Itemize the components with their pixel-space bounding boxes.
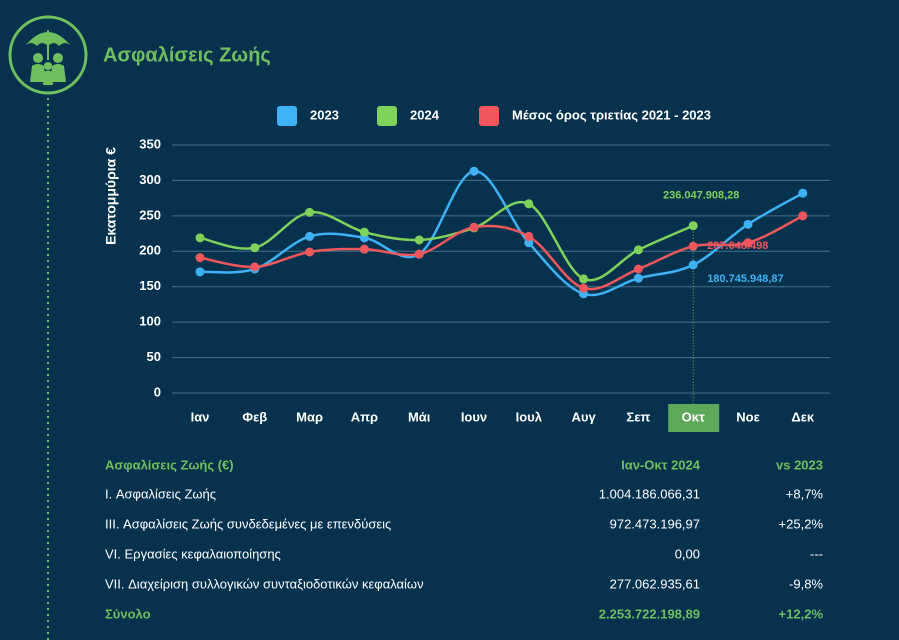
data-point bbox=[195, 233, 205, 243]
y-tick-label: 0 bbox=[154, 384, 161, 399]
data-point bbox=[305, 231, 315, 241]
data-point bbox=[633, 245, 643, 255]
data-point bbox=[798, 188, 808, 198]
data-point bbox=[414, 235, 424, 245]
x-tick-label: Ιουν bbox=[461, 409, 487, 424]
table-cell: 972.473.196,97 bbox=[610, 516, 700, 531]
y-tick-label: 250 bbox=[139, 207, 161, 222]
table-cell: III. Ασφαλίσεις Ζωής συνδεδεμένες με επε… bbox=[105, 516, 391, 531]
legend-swatch bbox=[277, 106, 297, 126]
plot: 0 50 100 150 200 250 300 350 Ιαν Φεβ Μαρ Απρ Μάι Ιουν… bbox=[139, 106, 830, 432]
data-point bbox=[743, 219, 753, 229]
table-cell: 277.062.935,61 bbox=[610, 576, 700, 591]
x-tick-label: Αυγ bbox=[572, 409, 597, 424]
legend-label: Μέσος όρος τριετίας 2021 - 2023 bbox=[512, 107, 711, 122]
table-cell: -9,8% bbox=[789, 576, 823, 591]
y-tick-label: 50 bbox=[147, 349, 161, 364]
x-tick-label: Μαρ bbox=[296, 409, 323, 424]
data-point bbox=[688, 260, 698, 270]
table-cell: VII. Διαχείριση συλλογικών συνταξιοδοτικ… bbox=[105, 576, 424, 591]
data-point bbox=[743, 238, 753, 248]
data-point bbox=[579, 283, 589, 293]
data-point bbox=[250, 262, 260, 272]
table-cell: Σύνολο bbox=[105, 606, 151, 621]
x-tick-label: Μάι bbox=[408, 409, 431, 424]
x-tick-label: Ιουλ bbox=[516, 409, 543, 424]
table-cell: I. Ασφαλίσεις Ζωής bbox=[105, 486, 216, 501]
table: Ασφαλίσεις Ζωής (€) Ιαν-Οκτ 2024 vs 2023 I.… bbox=[105, 457, 823, 621]
legend-label: 2024 bbox=[410, 107, 440, 122]
data-point bbox=[798, 211, 808, 221]
data-point bbox=[579, 274, 589, 284]
y-tick-label: 350 bbox=[139, 136, 161, 151]
data-point bbox=[524, 199, 534, 209]
table-cell: +8,7% bbox=[786, 486, 824, 501]
y-tick-label: 200 bbox=[139, 243, 161, 258]
data-point bbox=[195, 267, 205, 277]
legend-swatch bbox=[377, 106, 397, 126]
data-point bbox=[469, 166, 479, 176]
legend-label: 2023 bbox=[310, 107, 339, 122]
data-point bbox=[633, 273, 643, 283]
y-tick-label: 150 bbox=[139, 278, 161, 293]
data-point bbox=[469, 222, 479, 232]
value-label: 236.047.908,28 bbox=[663, 190, 739, 202]
y-tick-label: 100 bbox=[139, 314, 161, 329]
value-label: 180.745.948,87 bbox=[707, 273, 783, 285]
data-point bbox=[633, 264, 643, 274]
data-point bbox=[688, 241, 698, 251]
table-cell: +12,2% bbox=[779, 606, 824, 621]
data-point bbox=[195, 253, 205, 263]
table-cell: VI. Εργασίες κεφαλαιοποίησης bbox=[105, 546, 281, 561]
table-cell: +25,2% bbox=[779, 516, 824, 531]
table-cell: Ιαν-Οκτ 2024 bbox=[621, 457, 701, 472]
x-tick-label: Φεβ bbox=[242, 409, 267, 424]
legend-swatch bbox=[479, 106, 499, 126]
table-cell: 2.253.722.198,89 bbox=[599, 606, 700, 621]
data-point bbox=[250, 243, 260, 253]
y-tick-label: 300 bbox=[139, 172, 161, 187]
y-axis-label: Εκατομμύρια € bbox=[103, 147, 119, 245]
data-point bbox=[414, 249, 424, 259]
x-tick-label: Νοε bbox=[736, 409, 760, 424]
data-point bbox=[524, 238, 534, 248]
logo bbox=[8, 15, 88, 95]
data-point bbox=[305, 247, 315, 257]
value-label: 207.048.498 bbox=[707, 240, 768, 252]
data-point bbox=[305, 207, 315, 217]
data-point bbox=[359, 244, 369, 254]
table-cell: Ασφαλίσεις Ζωής (€) bbox=[105, 457, 234, 472]
data-point bbox=[359, 227, 369, 237]
x-tick-label: Δεκ bbox=[791, 409, 815, 424]
data-point bbox=[688, 221, 698, 231]
x-tick-label: Ιαν bbox=[191, 409, 210, 424]
x-tick-label: Απρ bbox=[351, 409, 378, 424]
x-tick-label: Σεπ bbox=[626, 409, 650, 424]
title: Ασφαλίσεις Ζωής bbox=[103, 44, 271, 66]
highlight-box bbox=[668, 404, 720, 432]
data-point bbox=[524, 231, 534, 241]
table-cell: vs 2023 bbox=[776, 457, 823, 472]
table-cell: --- bbox=[810, 546, 823, 561]
table-cell: 1.004.186.066,31 bbox=[599, 486, 700, 501]
table-cell: 0,00 bbox=[675, 546, 700, 561]
x-tick-label: Οκτ bbox=[682, 409, 705, 424]
